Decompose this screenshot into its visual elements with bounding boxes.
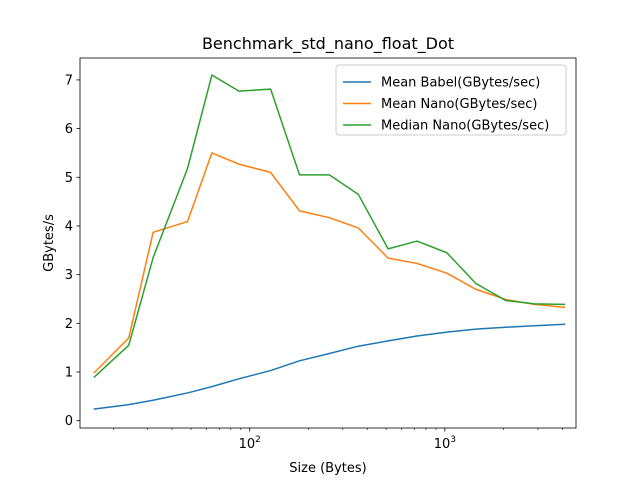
y-tick-label: 0 [65,414,73,429]
plot-frame [79,57,577,429]
y-tick-label: 3 [65,268,73,283]
y-tick-label: 2 [65,317,73,332]
plot-area [93,74,566,410]
legend-box [335,64,567,136]
y-tick-label: 6 [65,122,73,137]
series-line-1 [93,323,566,410]
legend-label: Median Nano(GBytes/sec) [381,119,549,134]
x-tick-label: 103 [434,435,456,452]
chart-title: Benchmark_std_nano_float_Dot [202,34,454,54]
y-tick-label: 4 [65,219,73,234]
legend: Mean Babel(GBytes/sec) Mean Nano(GBytes/s… [335,64,567,136]
series-line-2 [93,152,566,374]
x-tick-label: 102 [239,435,261,452]
y-tick-label: 1 [65,366,73,381]
legend-label: Mean Babel(GBytes/sec) [381,76,540,91]
y-axis-label: GBytes/s [42,214,57,272]
x-axis-label: Size (Bytes) [289,461,366,476]
legend-label: Mean Nano(GBytes/sec) [381,97,537,112]
y-tick-label: 5 [65,171,73,186]
series-line-3 [93,74,566,378]
y-tick-label: 7 [65,73,73,88]
axes: 0 1 2 3 4 5 6 7 102 103 [65,73,563,452]
